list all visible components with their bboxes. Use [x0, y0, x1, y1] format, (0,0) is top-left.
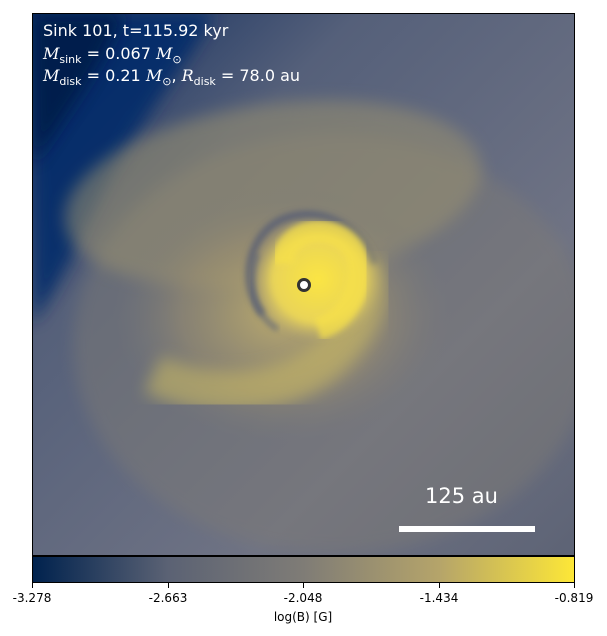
- disk-mass-value: 0.21: [105, 66, 141, 85]
- colorbar: [32, 556, 575, 583]
- magnetic-field-map: Sink 101, t=115.92 kyr Msink = 0.067 M⊙ …: [32, 13, 575, 556]
- colorbar-tick: [439, 583, 440, 588]
- sink-mass-label: Msink = 0.067 M⊙: [43, 44, 182, 67]
- colorbar-tick-label: -2.048: [283, 591, 323, 605]
- sink-mass-value: 0.067: [105, 44, 151, 63]
- colorbar-tick: [168, 583, 169, 588]
- sink-marker: [297, 278, 311, 292]
- disk-mass-radius-label: Mdisk = 0.21 M⊙, Rdisk = 78.0 au: [43, 66, 301, 89]
- colorbar-tick-label: -2.663: [148, 591, 188, 605]
- colorbar-tick-label: -3.278: [12, 591, 52, 605]
- scale-bar: [399, 526, 535, 532]
- scale-bar-label: 125 au: [425, 484, 498, 508]
- colorbar-label: log(B) [G]: [273, 610, 333, 624]
- colorbar-tick-label: -0.819: [554, 591, 594, 605]
- disk-radius-unit: au: [280, 66, 301, 85]
- colorbar-tick-label: -1.434: [419, 591, 459, 605]
- colorbar-tick: [32, 583, 33, 588]
- sink-time-label: Sink 101, t=115.92 kyr: [43, 21, 229, 40]
- colorbar-tick: [574, 583, 575, 588]
- disk-radius-value: 78.0: [239, 66, 275, 85]
- colorbar-tick: [303, 583, 304, 588]
